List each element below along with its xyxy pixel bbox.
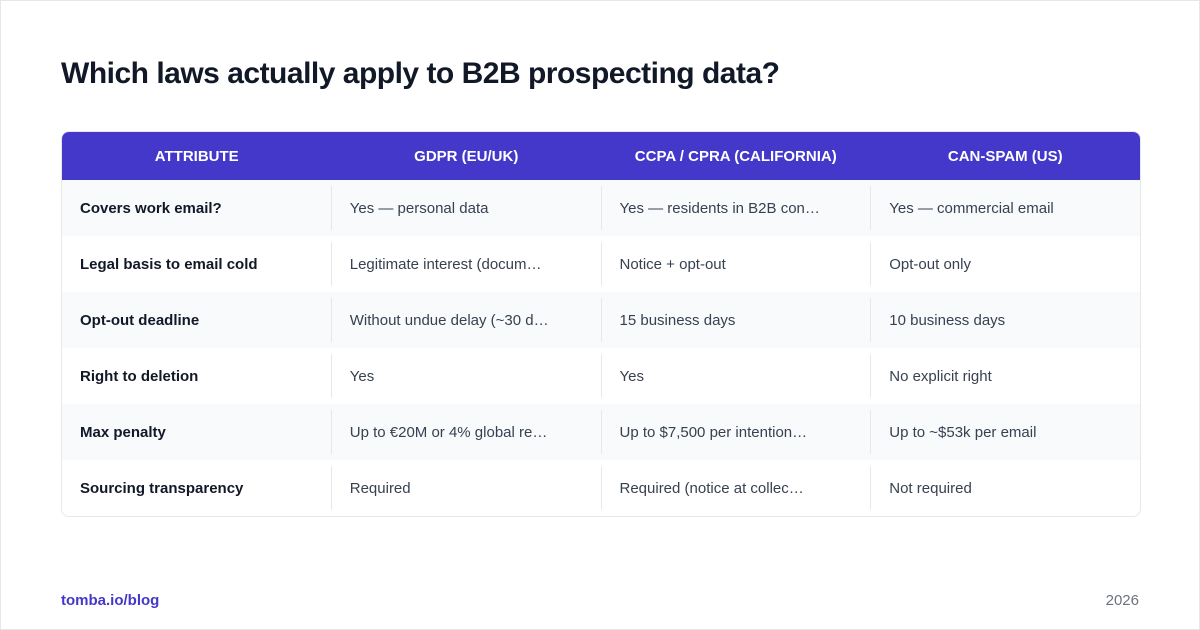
table-cell: Right to deletion bbox=[80, 367, 199, 385]
table-row: Right to deletion Yes Yes No explicit right bbox=[62, 348, 1140, 404]
table-cell: Legitimate interest (docum… bbox=[330, 242, 601, 286]
table-row: Sourcing transparency Required Required (n… bbox=[62, 460, 1140, 516]
table-cell: Without undue delay (~30 d… bbox=[330, 298, 601, 342]
table-cell: Yes bbox=[600, 354, 871, 398]
table-cell: Yes — personal data bbox=[330, 186, 601, 230]
header-cell: GDPR (EU/UK) bbox=[414, 147, 519, 165]
table-cell: No explicit right bbox=[870, 354, 1140, 398]
header-row: ATTRIBUTE GDPR (EU/UK) CCPA / CPRA (CALIFO… bbox=[62, 132, 1140, 180]
table-cell: Not required bbox=[870, 466, 1140, 510]
table: ATTRIBUTE GDPR (EU/UK) CCPA / CPRA (CALIFO… bbox=[61, 131, 1141, 517]
table-cell: Yes — commercial email bbox=[870, 186, 1140, 230]
table-cell: Yes bbox=[330, 354, 601, 398]
source[interactable]: tomba.io/blog bbox=[61, 592, 160, 609]
table-cell: Up to ~$53k per email bbox=[870, 410, 1140, 454]
table-cell: Covers work email? bbox=[80, 199, 222, 217]
table-cell: Required bbox=[330, 466, 601, 510]
header-cell: CCPA / CPRA (CALIFORNIA) bbox=[634, 147, 837, 165]
table-cell: Required (notice at collec… bbox=[600, 466, 871, 510]
table-row: Covers work email? Yes — personal data Yes… bbox=[62, 180, 1140, 236]
table-cell: Sourcing transparency bbox=[80, 479, 244, 497]
table-cell: Notice + opt-out bbox=[600, 242, 871, 286]
table-body: Covers work email? Yes — personal data Yes… bbox=[62, 180, 1140, 516]
header-cell: ATTRIBUTE bbox=[154, 147, 239, 165]
table-cell: 15 business days bbox=[600, 298, 871, 342]
table-cell: Opt-out deadline bbox=[80, 311, 200, 329]
table-cell: Up to €20M or 4% global re… bbox=[330, 410, 601, 454]
table-cell: Opt-out only bbox=[870, 242, 1140, 286]
header-cell: CAN-SPAM (US) bbox=[947, 147, 1063, 165]
year: 2026 bbox=[1105, 592, 1139, 609]
table-cell: Up to $7,500 per intention… bbox=[600, 410, 871, 454]
table-cell: Max penalty bbox=[80, 423, 166, 441]
table-row: Legal basis to email cold Legitimate inte… bbox=[62, 236, 1140, 292]
table-cell: Legal basis to email cold bbox=[80, 255, 258, 273]
table-row: Max penalty Up to €20M or 4% global re… Up… bbox=[62, 404, 1140, 460]
table-cell: 10 business days bbox=[870, 298, 1140, 342]
table-row: Opt-out deadline Without undue delay (~30… bbox=[62, 292, 1140, 348]
title: Which laws actually apply to B2B prospec… bbox=[61, 57, 780, 90]
table-cell: Yes — residents in B2B con… bbox=[600, 186, 871, 230]
